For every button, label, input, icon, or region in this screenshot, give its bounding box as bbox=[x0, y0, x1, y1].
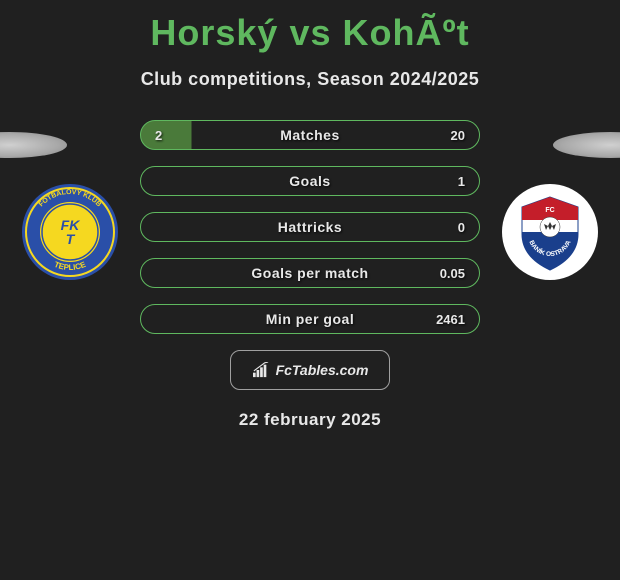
stat-row-matches: 2 Matches 20 bbox=[140, 120, 480, 150]
stat-row-hattricks: Hattricks 0 bbox=[140, 212, 480, 242]
stat-label: Min per goal bbox=[266, 311, 354, 327]
stat-label: Goals bbox=[289, 173, 330, 189]
club-logo-left: FK T FOTBALOVÝ KLUB TEPLICE bbox=[20, 182, 120, 282]
date-text: 22 february 2025 bbox=[0, 410, 620, 430]
stat-row-gpm: Goals per match 0.05 bbox=[140, 258, 480, 288]
chart-icon bbox=[252, 362, 270, 378]
player-shadow-right bbox=[553, 132, 620, 158]
subtitle: Club competitions, Season 2024/2025 bbox=[0, 69, 620, 90]
brand-text: FcTables.com bbox=[276, 362, 369, 378]
comparison-area: FK T FOTBALOVÝ KLUB TEPLICE BANÍK OSTRAV… bbox=[0, 120, 620, 430]
stat-right-value: 0.05 bbox=[440, 266, 465, 281]
stat-row-goals: Goals 1 bbox=[140, 166, 480, 196]
svg-text:T: T bbox=[66, 231, 76, 247]
stat-row-mpg: Min per goal 2461 bbox=[140, 304, 480, 334]
player-shadow-left bbox=[0, 132, 67, 158]
club-logo-right: BANÍK OSTRAVA FC bbox=[500, 182, 600, 282]
stat-label: Hattricks bbox=[278, 219, 342, 235]
page-title: Horský vs KohÃºt bbox=[0, 0, 620, 54]
stat-right-value: 20 bbox=[451, 128, 465, 143]
svg-text:FC: FC bbox=[545, 207, 554, 214]
stat-left-value: 2 bbox=[155, 128, 162, 143]
stat-rows: 2 Matches 20 Goals 1 Hattricks 0 Goals p… bbox=[140, 120, 480, 334]
stat-label: Goals per match bbox=[251, 265, 368, 281]
stat-right-value: 1 bbox=[458, 174, 465, 189]
brand-box: FcTables.com bbox=[230, 350, 390, 390]
stat-label: Matches bbox=[280, 127, 340, 143]
stat-right-value: 0 bbox=[458, 220, 465, 235]
stat-right-value: 2461 bbox=[436, 312, 465, 327]
